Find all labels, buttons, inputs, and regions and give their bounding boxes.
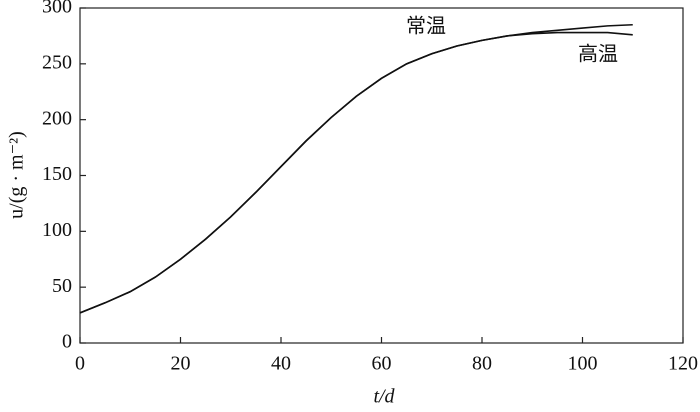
- y-tick-label: 50: [52, 275, 72, 297]
- series-label: 常温: [406, 15, 446, 38]
- x-tick-label: 0: [75, 353, 85, 375]
- x-tick-label: 120: [668, 353, 698, 375]
- y-tick-label: 150: [42, 163, 72, 185]
- series-line: [79, 31, 633, 314]
- x-tick-label: 100: [568, 353, 598, 375]
- x-axis-label: t/d: [373, 386, 395, 408]
- series-label: 高温: [578, 43, 618, 66]
- y-axis-label: u/(g · m⁻²): [6, 131, 28, 219]
- x-tick-label: 20: [171, 353, 191, 375]
- y-tick-label: 0: [62, 331, 72, 353]
- y-tick-label: 250: [42, 51, 72, 73]
- x-tick-label: 40: [271, 353, 291, 375]
- series-line: [79, 23, 633, 314]
- x-tick-label: 60: [372, 353, 392, 375]
- y-tick-label: 300: [42, 0, 72, 18]
- y-tick-label: 100: [42, 219, 72, 241]
- y-tick-label: 200: [42, 107, 72, 129]
- x-tick-label: 80: [472, 353, 492, 375]
